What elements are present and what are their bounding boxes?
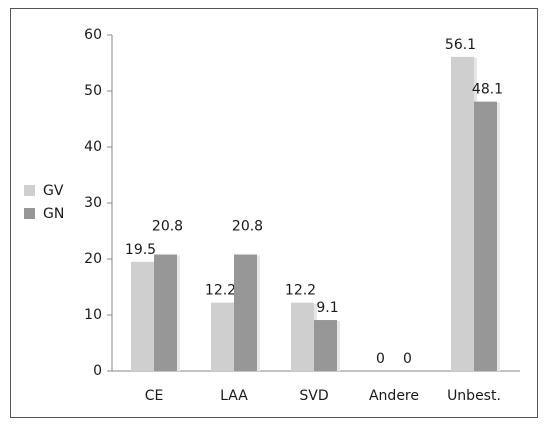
bar-gv-unbest [451,56,474,372]
legend-swatch-gv [24,185,35,196]
data-label: 0 [376,351,385,367]
y-tick-label: 20 [84,251,102,267]
y-tick-label: 60 [84,27,102,43]
data-label: 12.2 [285,283,316,299]
y-tick-label: 50 [84,83,102,99]
bar-gn-laa [234,254,257,371]
y-tick-label: 10 [84,307,102,323]
x-tick-label: SVD [299,388,328,404]
bar-shadow [337,321,340,371]
bar-gv-ce [131,261,154,371]
legend-label: GN [43,206,64,222]
bar-shadow [497,102,500,371]
bar-shadow [257,255,260,371]
bar-gv-laa [211,302,234,371]
data-label: 19.5 [125,242,156,258]
chart-frame [10,8,538,418]
legend-swatch-gn [24,208,35,219]
data-label: 20.8 [232,219,263,235]
data-label: 48.1 [472,82,503,98]
legend-label: GV [43,183,64,199]
x-tick-label: Unbest. [447,388,501,404]
bar-gn-unbest [474,101,497,371]
x-tick-label: LAA [220,388,248,404]
bar-gv-svd [291,302,314,371]
data-label: 0 [403,351,412,367]
bar-shadow [177,255,180,371]
y-tick-label: 30 [84,195,102,211]
x-tick-label: Andere [369,388,419,404]
data-label: 9.1 [316,300,338,316]
data-label: 20.8 [152,219,183,235]
y-tick-label: 0 [93,363,102,379]
x-tick-label: CE [145,388,164,404]
bar-gn-svd [314,320,337,371]
bar-gn-ce [154,254,177,371]
data-label: 56.1 [445,37,476,53]
y-tick-label: 40 [84,139,102,155]
data-label: 12.2 [205,283,236,299]
